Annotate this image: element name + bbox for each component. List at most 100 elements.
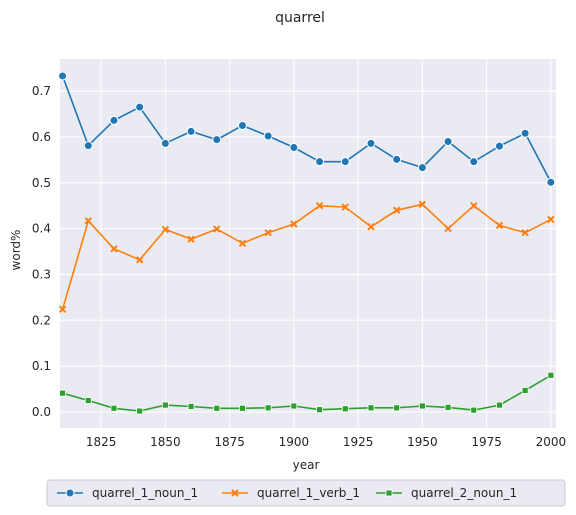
legend-item: quarrel_1_noun_1 [57,486,198,500]
data-point [58,71,68,81]
series-layer [58,71,556,415]
data-point [264,404,272,412]
data-point [290,402,298,410]
x-axis: 1825 1850 1875 1900 1925 1950 1975 2000 [86,435,566,449]
data-point [187,403,195,410]
legend-item: quarrel_2_noun_1 [376,486,517,500]
data-point [470,406,478,414]
x-tick-label: 1950 [407,435,438,449]
data-point [58,305,67,313]
legend-marker [65,488,75,498]
data-point [521,229,529,237]
x-axis-label: year [293,458,320,472]
series-line [61,75,552,183]
data-point [340,157,350,167]
data-point [367,404,375,412]
data-point [520,128,530,138]
data-point [136,407,144,415]
legend-label: quarrel_1_noun_1 [92,486,198,500]
data-point [187,235,195,243]
data-point [135,256,144,264]
y-tick-label: 0.3 [32,267,51,281]
chart-title: quarrel [275,10,325,26]
series-line [61,203,552,310]
data-point [496,401,503,409]
data-point [160,138,170,148]
legend-marker [385,489,393,497]
data-point [547,215,555,224]
data-point [186,126,196,136]
data-point [418,402,426,410]
data-point [366,138,376,148]
data-point [289,142,299,152]
y-tick-label: 0.6 [32,130,51,144]
y-tick-label: 0.7 [32,84,51,98]
data-point [494,141,504,151]
data-point [469,157,479,167]
y-axis-label: word% [9,230,23,271]
x-tick-label: 1925 [343,435,374,449]
data-point [83,141,93,151]
data-point [264,229,272,237]
data-point [417,163,427,173]
x-tick-label: 1850 [150,435,181,449]
legend-label: quarrel_1_verb_1 [257,486,360,500]
data-point [443,137,453,147]
data-point [110,245,118,253]
legend-label: quarrel_2_noun_1 [411,486,517,500]
data-point [212,135,222,145]
data-point [444,224,452,233]
data-point [418,200,427,209]
legend-marker [231,489,239,497]
y-tick-label: 0.4 [32,222,51,236]
y-tick-label: 0.0 [32,405,51,419]
data-point [161,225,170,234]
data-point [393,404,401,412]
data-point [237,120,247,130]
data-point [521,387,529,394]
data-point [315,201,324,210]
data-point [315,157,325,167]
data-point [59,389,66,397]
x-tick-label: 1875 [214,435,245,449]
data-point [546,177,556,187]
data-point [341,405,349,413]
data-point [341,203,349,211]
data-point [238,239,247,247]
data-point [290,220,298,228]
series-line [62,374,552,412]
data-point [444,403,452,411]
data-point [547,371,555,379]
series-quarrel_1_verb_1 [58,200,555,313]
data-point [84,397,92,404]
y-tick-label: 0.5 [32,176,51,190]
data-point [495,221,504,230]
plot-area [60,59,556,428]
data-point [213,404,221,412]
grid [60,59,556,428]
y-axis: 0.0 0.1 0.2 0.3 0.4 0.5 0.6 0.7 [32,84,51,419]
x-tick-label: 1825 [86,435,117,449]
data-point [84,217,92,225]
data-point [135,102,145,112]
data-point [161,401,169,409]
y-tick-label: 0.2 [32,313,51,327]
series-quarrel_2_noun_1 [59,371,555,415]
data-point [263,131,273,141]
data-point [109,115,119,125]
x-tick-label: 1900 [279,435,310,449]
data-point [367,223,375,231]
data-point [316,406,323,414]
x-tick-label: 1975 [471,435,502,449]
y-tick-label: 0.1 [32,359,51,373]
data-point [392,206,401,214]
x-tick-label: 2000 [536,435,567,449]
series-quarrel_1_noun_1 [58,71,556,187]
legend-item: quarrel_1_verb_1 [222,486,360,500]
data-point [110,404,118,412]
data-point [213,225,221,233]
data-point [470,201,478,210]
data-point [239,404,246,412]
legend-frame [46,479,566,507]
